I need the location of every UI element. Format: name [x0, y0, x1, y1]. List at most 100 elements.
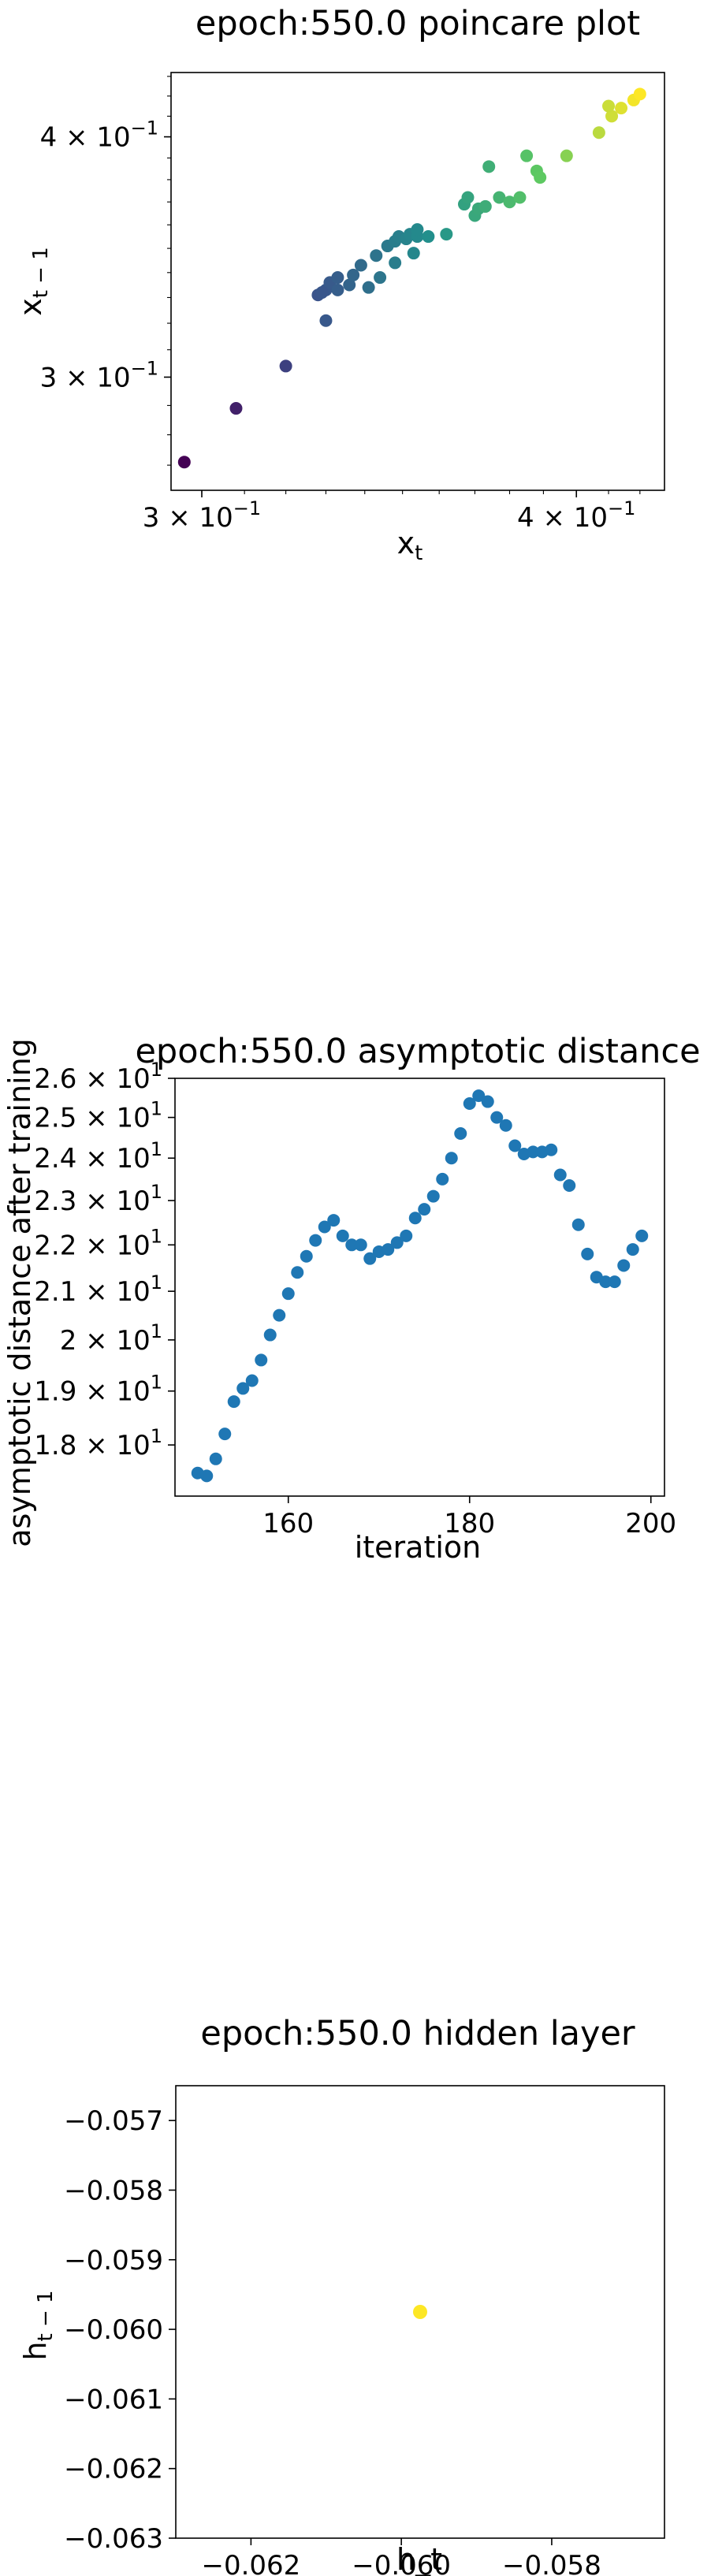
data-point: [374, 271, 387, 285]
data-point: [436, 1172, 449, 1186]
data-point: [354, 1238, 367, 1252]
data-point: [571, 1218, 585, 1231]
data-point: [255, 1353, 268, 1367]
x-axis-label: iteration: [355, 1530, 482, 1565]
y-tick-label: 2.4 × 101: [34, 1138, 162, 1174]
hidden-layer-chart: epoch:550.0 hidden layer −0.057 −0.058 −0.…: [18, 2014, 665, 2576]
chart-title: epoch:550.0 hidden layer: [200, 2014, 635, 2053]
y-tick-label: 2.1 × 101: [34, 1271, 162, 1308]
data-point: [527, 1145, 540, 1159]
data-point: [400, 1229, 413, 1242]
y-axis-label: xt − 1: [13, 247, 53, 316]
y-axis-label: asymptotic distance after training: [2, 1038, 37, 1547]
poincare-plot-panel: epoch:550.0 poincare plot 3 × 10−1 4 × 10…: [0, 0, 711, 568]
y-tick-label: 2.6 × 101: [34, 1059, 162, 1095]
data-point: [382, 1243, 395, 1256]
data-point: [482, 160, 496, 173]
data-point: [454, 1127, 467, 1141]
data-point: [545, 1143, 558, 1156]
data-point: [563, 1178, 576, 1192]
data-point: [599, 1275, 612, 1289]
data-point: [633, 87, 646, 101]
data-point: [508, 1139, 522, 1152]
data-point: [411, 223, 424, 236]
data-point: [617, 1259, 631, 1272]
data-point: [440, 228, 453, 241]
data-point: [493, 191, 506, 204]
data-point: [390, 1236, 404, 1249]
data-point: [331, 271, 344, 285]
y-tick-label: −0.058: [64, 2175, 163, 2206]
data-point: [236, 1382, 250, 1395]
hidden-layer-panel: epoch:550.0 hidden layer −0.057 −0.058 −0.…: [0, 2010, 711, 2576]
plot-area: [174, 1078, 665, 1497]
data-point: [279, 359, 292, 373]
x-tick-label: −0.062: [201, 2550, 300, 2576]
data-point: [426, 1189, 440, 1203]
svg-text:ht − 1: ht − 1: [18, 2290, 58, 2360]
chart-title: epoch:550.0 asymptotic distance: [135, 1032, 700, 1071]
data-point: [218, 1428, 232, 1441]
data-point: [445, 1152, 458, 1165]
data-point: [300, 1249, 313, 1263]
data-point: [291, 1266, 304, 1279]
data-point: [354, 259, 367, 272]
data-point: [281, 1287, 295, 1301]
y-tick-label: 2.5 × 101: [34, 1098, 162, 1134]
data-point: [343, 278, 356, 292]
svg-text:xt − 1: xt − 1: [13, 247, 53, 316]
data-point: [413, 2305, 427, 2319]
y-tick-label: −0.061: [64, 2384, 163, 2415]
data-point: [389, 256, 402, 270]
data-point: [318, 1220, 331, 1234]
y-tick-label: 2.3 × 101: [34, 1181, 162, 1217]
data-point: [407, 247, 420, 260]
y-axis-label: ht − 1: [18, 2290, 58, 2360]
data-point: [245, 1374, 259, 1387]
data-point: [520, 149, 534, 162]
data-point: [363, 1252, 377, 1265]
data-point: [227, 1395, 240, 1409]
svg-text:h_t: h_t: [396, 2542, 442, 2576]
data-point: [315, 286, 329, 300]
y-tick-label: 1.8 × 101: [34, 1425, 162, 1461]
data-point: [422, 230, 435, 244]
y-tick-label: 3 × 10−1: [40, 357, 158, 393]
y-tick-label: 1.9 × 101: [34, 1372, 162, 1408]
x-tick-label: 200: [625, 1508, 676, 1539]
data-point: [626, 1243, 639, 1256]
data-point: [418, 1203, 431, 1216]
data-point: [461, 191, 475, 204]
asymptotic-distance-panel: epoch:550.0 asymptotic distance 1.8 × 10…: [0, 1025, 711, 1592]
asymptotic-distance-chart: epoch:550.0 asymptotic distance 1.8 × 10…: [2, 1032, 701, 1565]
y-tick-label: −0.063: [64, 2523, 163, 2555]
data-point: [534, 171, 547, 184]
data-point: [336, 1229, 349, 1242]
y-tick-label: −0.060: [64, 2314, 163, 2346]
y-tick-label: −0.059: [64, 2245, 163, 2276]
svg-text:xt: xt: [397, 526, 423, 565]
data-point: [513, 191, 527, 204]
data-point: [209, 1452, 222, 1465]
poincare-plot-chart: epoch:550.0 poincare plot 3 × 10−1 4 × 10…: [13, 4, 665, 565]
data-point: [309, 1234, 322, 1247]
data-point: [615, 102, 628, 115]
data-point: [347, 268, 360, 281]
data-point: [478, 199, 492, 213]
data-point: [370, 249, 383, 262]
y-tick-label: −0.057: [64, 2105, 163, 2137]
x-tick-label: 3 × 10−1: [143, 497, 261, 534]
data-point: [327, 1214, 341, 1227]
data-point: [553, 1168, 567, 1182]
data-point: [319, 314, 333, 327]
data-point: [608, 1275, 621, 1289]
data-point: [345, 1238, 359, 1252]
y-tick-label: 2.2 × 101: [34, 1225, 162, 1261]
plot-area: [175, 2085, 665, 2539]
data-point: [499, 1119, 512, 1132]
data-point: [602, 99, 616, 113]
data-point: [592, 126, 605, 140]
data-point: [481, 1095, 494, 1108]
x-tick-label: 180: [444, 1508, 495, 1539]
data-point: [200, 1469, 214, 1483]
